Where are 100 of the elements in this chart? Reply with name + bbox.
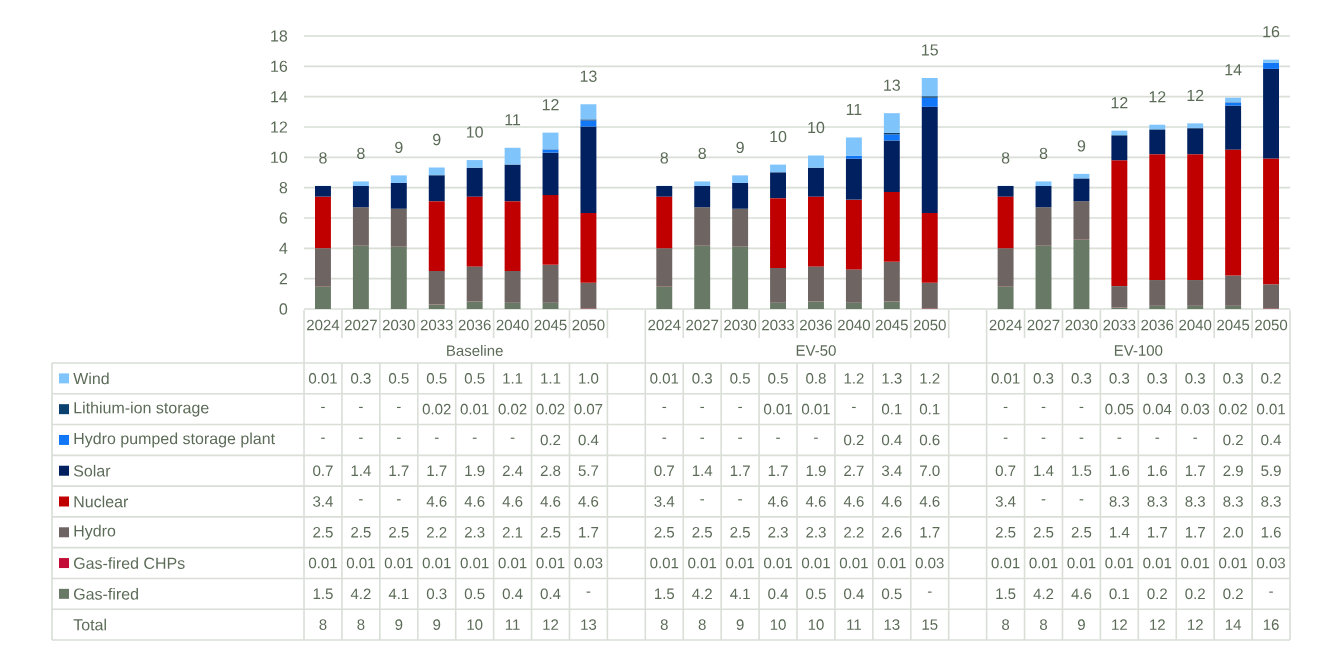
data-label: 0.01 xyxy=(422,557,451,569)
data-label: 4.6 xyxy=(426,496,447,507)
data-label: 1.9 xyxy=(806,465,826,477)
text: - xyxy=(586,591,591,593)
data-label: 1.9 xyxy=(465,465,485,477)
data-label: 0.01 xyxy=(726,557,754,569)
data-label: 0.3 xyxy=(351,373,371,384)
total-label: 12 xyxy=(1187,89,1204,101)
x-tick-label: 2036 xyxy=(800,319,832,331)
x-tick-label: 2040 xyxy=(837,319,870,331)
x-tick-label: 2036 xyxy=(1141,319,1174,331)
text: - xyxy=(852,406,856,409)
text: 10 xyxy=(808,619,824,630)
data-label: 2.5 xyxy=(995,526,1016,538)
data-label: 0.2 xyxy=(1185,588,1205,600)
text: 14 xyxy=(1225,619,1242,630)
text: - xyxy=(776,437,780,439)
data-label: 0.3 xyxy=(692,373,712,384)
data-label: 1.7 xyxy=(389,465,409,476)
data-label: 1.1 xyxy=(503,373,523,384)
data-label: 1.0 xyxy=(579,373,599,384)
data-label: 0.2 xyxy=(844,434,864,446)
data-label: 2.5 xyxy=(1033,526,1054,538)
data-label: 1.5 xyxy=(1072,465,1092,476)
data-label: 5.7 xyxy=(578,465,599,476)
data-label: 0.01 xyxy=(384,557,413,569)
x-tick-label: 2027 xyxy=(1027,319,1060,331)
data-label: 0.5 xyxy=(388,373,409,384)
data-label: 0.3 xyxy=(426,588,447,600)
x-tick-label: 2027 xyxy=(344,319,377,331)
data-label: 2.2 xyxy=(427,527,447,538)
data-label: 0.5 xyxy=(464,373,485,384)
data-label: 1.4 xyxy=(1034,465,1054,476)
data-label: 0.01 xyxy=(308,557,337,569)
data-label: 8.3 xyxy=(1185,496,1205,507)
data-label: 8.3 xyxy=(1261,496,1281,507)
text: - xyxy=(1079,406,1084,409)
total-label: 8 xyxy=(660,152,669,164)
data-label: 0.4 xyxy=(578,434,599,446)
data-label: 0.4 xyxy=(768,588,789,600)
data-label: 0.01 xyxy=(346,557,375,569)
total-label: 13 xyxy=(884,79,900,91)
text: 15 xyxy=(922,619,938,630)
data-label: 4.2 xyxy=(1033,588,1054,600)
data-label: 1.7 xyxy=(768,465,788,476)
text: - xyxy=(662,437,667,439)
data-label: 0.01 xyxy=(877,557,906,569)
data-label: 1.1 xyxy=(541,373,561,384)
text: - xyxy=(359,499,363,501)
data-label: 1.5 xyxy=(655,588,675,600)
data-label: 0.01 xyxy=(688,557,717,569)
x-tick-label: 2033 xyxy=(762,319,795,331)
data-label: 1.7 xyxy=(730,465,750,476)
text: - xyxy=(738,406,742,409)
data-label: 0.2 xyxy=(1223,434,1243,446)
text: - xyxy=(1155,437,1160,439)
text: 8 xyxy=(660,619,668,630)
data-label: 2.2 xyxy=(844,527,864,538)
text: 9 xyxy=(433,619,441,630)
data-label: 0.2 xyxy=(1223,588,1243,600)
data-label: 0.5 xyxy=(881,588,902,600)
data-label: 1.6 xyxy=(1148,465,1168,477)
data-label: 4.6 xyxy=(540,496,561,507)
data-label: 0.4 xyxy=(881,434,902,446)
text: 12 xyxy=(543,619,559,630)
data-label: 0.7 xyxy=(654,465,674,477)
data-label: 4.6 xyxy=(578,496,599,507)
y-tick-label: 0 xyxy=(279,303,288,315)
data-label: 4.6 xyxy=(919,496,940,507)
data-label: 1.4 xyxy=(351,465,371,476)
text: - xyxy=(700,499,705,501)
total-label: 15 xyxy=(922,44,938,56)
text: 11 xyxy=(847,619,861,630)
data-label: 0.2 xyxy=(1261,373,1281,384)
total-label: 8 xyxy=(357,147,365,160)
data-label: 2.5 xyxy=(692,526,712,538)
x-tick-label: 2027 xyxy=(686,319,719,331)
data-label: 0.01 xyxy=(839,557,868,569)
text: 12 xyxy=(1188,619,1203,630)
x-tick-label: 2033 xyxy=(420,319,453,331)
text: 8 xyxy=(1002,619,1010,630)
total-label: 9 xyxy=(395,141,403,154)
data-label: 1.6 xyxy=(1110,465,1130,477)
data-label: 2.3 xyxy=(768,526,788,538)
data-label: 0.3 xyxy=(1223,373,1243,384)
total-label: 13 xyxy=(580,70,597,82)
text: - xyxy=(359,406,363,409)
text: - xyxy=(1079,499,1084,501)
total-label: 12 xyxy=(542,99,559,111)
total-label: 12 xyxy=(1111,97,1128,109)
data-label: 1.6 xyxy=(1261,526,1281,538)
text: - xyxy=(927,591,932,593)
text: - xyxy=(396,437,401,439)
text: 13 xyxy=(581,619,597,630)
text: - xyxy=(321,406,325,409)
text: - xyxy=(738,437,742,439)
data-label: 0.2 xyxy=(1147,588,1167,600)
data-label: 4.6 xyxy=(843,496,864,507)
legend-label: Hydro xyxy=(74,524,116,540)
data-label: 0.01 xyxy=(1105,557,1134,569)
